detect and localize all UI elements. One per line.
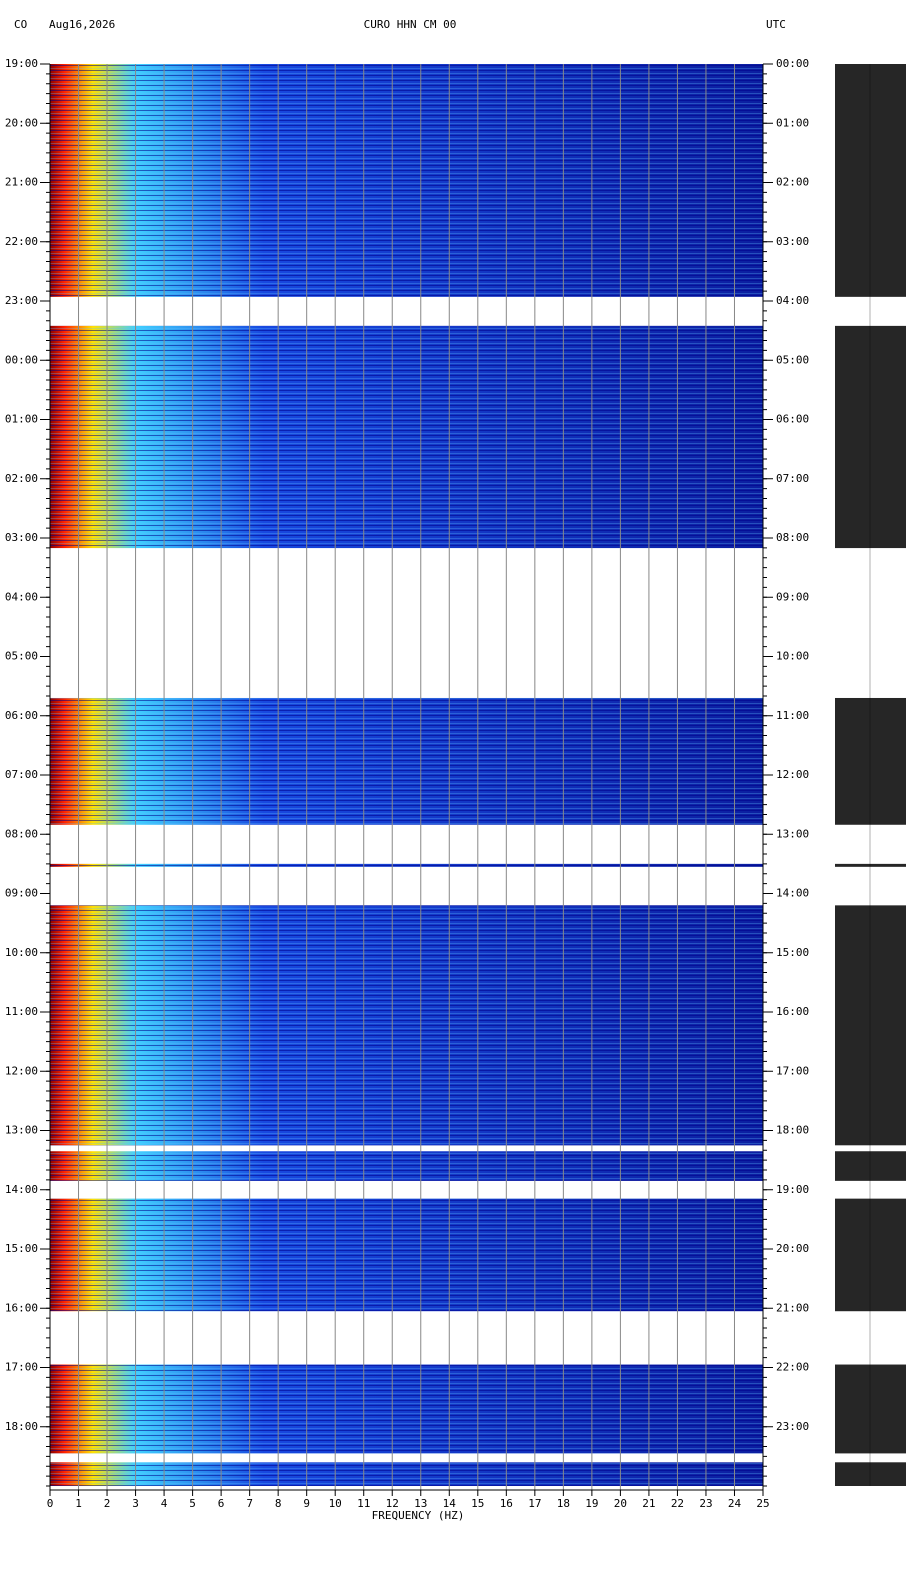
y2-tick-label: 08:00: [776, 531, 809, 544]
x-tick-label: 2: [104, 1497, 111, 1510]
x-tick-label: 8: [275, 1497, 282, 1510]
y-tick-label: 10:00: [5, 946, 38, 959]
x-tick-label: 10: [329, 1497, 342, 1510]
y-tick-label: 04:00: [5, 590, 38, 603]
y-tick-label: 08:00: [5, 827, 38, 840]
trace-segment: [835, 863, 906, 867]
y-tick-label: 03:00: [5, 531, 38, 544]
y-tick-label: 17:00: [5, 1361, 38, 1374]
band-texture: [50, 1151, 763, 1181]
x-tick-label: 12: [386, 1497, 399, 1510]
y-tick-label: 14:00: [5, 1183, 38, 1196]
y2-tick-label: 09:00: [776, 590, 809, 603]
y-tick-label: 15:00: [5, 1242, 38, 1255]
band-texture: [50, 64, 763, 297]
x-tick-label: 7: [246, 1497, 253, 1510]
x-tick-label: 22: [671, 1497, 684, 1510]
y2-tick-label: 07:00: [776, 472, 809, 485]
y-tick-label: 01:00: [5, 413, 38, 426]
x-tick-label: 14: [443, 1497, 457, 1510]
y-tick-label: 18:00: [5, 1420, 38, 1433]
trace-segment: [835, 905, 906, 1146]
y2-tick-label: 16:00: [776, 1005, 809, 1018]
x-tick-label: 25: [756, 1497, 769, 1510]
y2-tick-label: 00:00: [776, 57, 809, 70]
y2-tick-label: 18:00: [776, 1124, 809, 1137]
network: CO: [14, 18, 27, 31]
band-texture: [50, 905, 763, 1146]
y-tick-label: 11:00: [5, 1005, 38, 1018]
band-texture: [50, 1198, 763, 1312]
x-tick-label: 19: [585, 1497, 598, 1510]
x-tick-label: 6: [218, 1497, 225, 1510]
trace-segment: [835, 1364, 906, 1454]
y2-tick-label: 12:00: [776, 768, 809, 781]
x-axis-label: FREQUENCY (HZ): [372, 1509, 465, 1522]
y-tick-label: 05:00: [5, 650, 38, 663]
x-tick-label: 0: [47, 1497, 54, 1510]
trace-segment: [835, 1151, 906, 1181]
y2-tick-label: 04:00: [776, 294, 809, 307]
band-texture: [50, 1364, 763, 1454]
trace-segment: [835, 1462, 906, 1486]
band-texture: [50, 863, 763, 867]
date: Aug16,2026: [49, 18, 115, 31]
y2-tick-label: 01:00: [776, 116, 809, 129]
trace-segment: [835, 325, 906, 549]
band-texture: [50, 697, 763, 825]
y2-tick-label: 15:00: [776, 946, 809, 959]
y-tick-label: 00:00: [5, 353, 38, 366]
y2-tick-label: 19:00: [776, 1183, 809, 1196]
y2-tick-label: 21:00: [776, 1301, 809, 1314]
y-tick-label: 02:00: [5, 472, 38, 485]
y2-tick-label: 03:00: [776, 235, 809, 248]
y-tick-label: 12:00: [5, 1064, 38, 1077]
y2-tick-label: 17:00: [776, 1064, 809, 1077]
y-tick-label: 06:00: [5, 709, 38, 722]
trace-segment: [835, 697, 906, 825]
band-texture: [50, 1462, 763, 1486]
y2-tick-label: 23:00: [776, 1420, 809, 1433]
x-tick-label: 9: [303, 1497, 310, 1510]
trace-segment: [835, 1198, 906, 1312]
y-tick-label: 20:00: [5, 116, 38, 129]
y-tick-label: 21:00: [5, 176, 38, 189]
x-tick-label: 3: [132, 1497, 139, 1510]
y2-tick-label: 05:00: [776, 353, 809, 366]
chart-title: CURO HHN CM 00: [364, 18, 457, 31]
x-tick-label: 11: [357, 1497, 370, 1510]
y-tick-label: 09:00: [5, 887, 38, 900]
y-tick-label: 16:00: [5, 1301, 38, 1314]
x-tick-label: 1: [75, 1497, 82, 1510]
x-tick-label: 17: [528, 1497, 541, 1510]
x-tick-label: 16: [500, 1497, 513, 1510]
x-tick-label: 13: [414, 1497, 427, 1510]
y2-tick-label: 13:00: [776, 827, 809, 840]
y-tick-label: 13:00: [5, 1124, 38, 1137]
y2-tick-label: 10:00: [776, 650, 809, 663]
x-tick-label: 5: [189, 1497, 196, 1510]
y-tick-label: 23:00: [5, 294, 38, 307]
x-tick-label: 21: [642, 1497, 655, 1510]
y2-tick-label: 11:00: [776, 709, 809, 722]
y2-tick-label: 20:00: [776, 1242, 809, 1255]
x-tick-label: 4: [161, 1497, 168, 1510]
x-tick-label: 18: [557, 1497, 570, 1510]
y2-tick-label: 14:00: [776, 887, 809, 900]
y-tick-label: 07:00: [5, 768, 38, 781]
x-tick-label: 20: [614, 1497, 627, 1510]
x-tick-label: 24: [728, 1497, 742, 1510]
trace-segment: [835, 64, 906, 297]
y2-tick-label: 02:00: [776, 176, 809, 189]
band-texture: [50, 325, 763, 549]
x-tick-label: 15: [471, 1497, 484, 1510]
y-tick-label: 22:00: [5, 235, 38, 248]
timezone: UTC: [766, 18, 786, 31]
y2-tick-label: 06:00: [776, 413, 809, 426]
x-tick-label: 23: [699, 1497, 712, 1510]
y2-tick-label: 22:00: [776, 1361, 809, 1374]
y-tick-label: 19:00: [5, 57, 38, 70]
